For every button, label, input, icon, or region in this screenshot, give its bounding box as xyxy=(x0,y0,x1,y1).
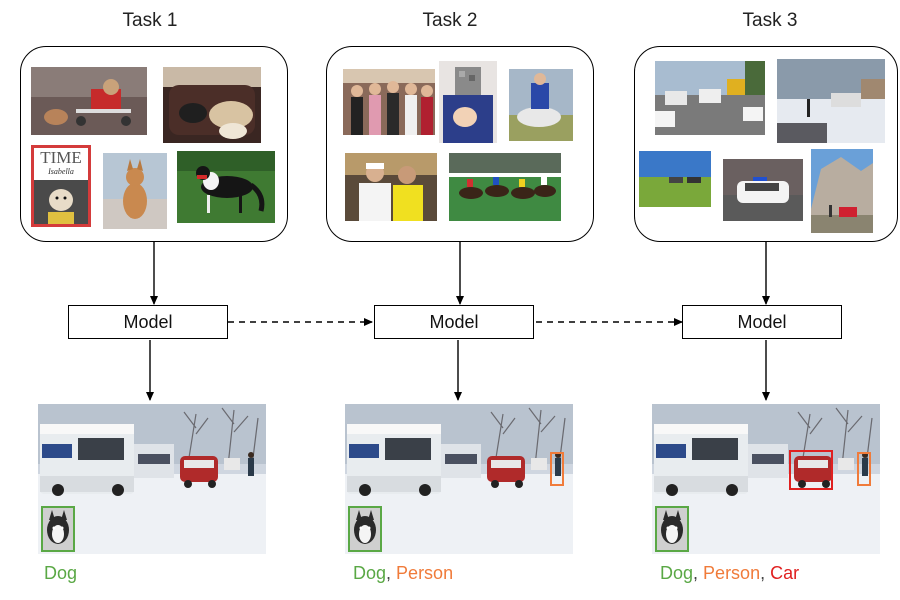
snow-scene-image xyxy=(652,404,880,554)
magazine-cover-thumbnail: TIME Isabella xyxy=(31,145,91,227)
border-collie-thumbnail xyxy=(177,151,275,223)
output-caption-2: Dog, Person xyxy=(353,563,453,584)
model-label-1: Model xyxy=(123,311,173,332)
task-2-image-box xyxy=(326,46,594,242)
output-caption-1: Dog xyxy=(44,563,77,584)
output-scene-2 xyxy=(345,404,573,554)
dog-detection-box xyxy=(41,506,75,552)
snow-scene-image xyxy=(345,404,573,554)
task-1-image-box: TIME Isabella xyxy=(20,46,288,242)
snow-scene-image xyxy=(38,404,266,554)
dog-detection-box xyxy=(348,506,382,552)
person-with-baby-thumbnail xyxy=(439,61,497,143)
caption-label: Person xyxy=(703,563,761,583)
person-detection-box xyxy=(550,452,564,486)
caption-separator: , xyxy=(760,563,771,583)
task-3-image-box xyxy=(634,46,898,242)
caption-label: Car xyxy=(770,563,800,583)
model-box-2: Model xyxy=(374,305,534,339)
output-scene-1 xyxy=(38,404,266,554)
husky-image xyxy=(350,508,380,550)
model-label-2: Model xyxy=(429,311,479,332)
caption-separator: , xyxy=(693,563,704,583)
magazine-masthead: TIME xyxy=(40,148,82,167)
output-caption-3: Dog, Person, Car xyxy=(660,563,799,584)
car-detection-box xyxy=(789,450,833,490)
person-detection-box xyxy=(857,452,871,486)
person-on-horse-thumbnail xyxy=(509,69,573,141)
caption-label: Dog xyxy=(353,563,387,583)
output-scene-3 xyxy=(652,404,880,554)
husky-image xyxy=(43,508,73,550)
group-photo-thumbnail xyxy=(343,69,435,135)
model-box-3: Model xyxy=(682,305,842,339)
police-car-thumbnail xyxy=(723,159,803,221)
caption-label: Person xyxy=(396,563,454,583)
caption-separator: , xyxy=(386,563,397,583)
dogs-on-sofa-thumbnail xyxy=(163,67,261,143)
mountain-car-thumbnail xyxy=(811,149,873,233)
model-box-1: Model xyxy=(68,305,228,339)
dog-wagon-thumbnail xyxy=(31,67,147,135)
model-label-3: Model xyxy=(737,311,787,332)
street-cars-thumbnail xyxy=(655,61,765,135)
husky-image xyxy=(657,508,687,550)
snowy-street-thumbnail xyxy=(777,59,885,143)
task-1-title: Task 1 xyxy=(122,10,178,31)
dog-detection-box xyxy=(655,506,689,552)
caption-label: Dog xyxy=(44,563,78,583)
task-2-title: Task 2 xyxy=(422,10,478,31)
magazine-name: Isabella xyxy=(48,167,74,176)
sitting-dog-thumbnail xyxy=(103,153,167,229)
task-3-title: Task 3 xyxy=(742,10,798,31)
caption-label: Dog xyxy=(660,563,694,583)
field-cars-thumbnail xyxy=(639,151,711,207)
horse-race-thumbnail xyxy=(449,153,561,221)
two-men-thumbnail xyxy=(345,153,437,221)
